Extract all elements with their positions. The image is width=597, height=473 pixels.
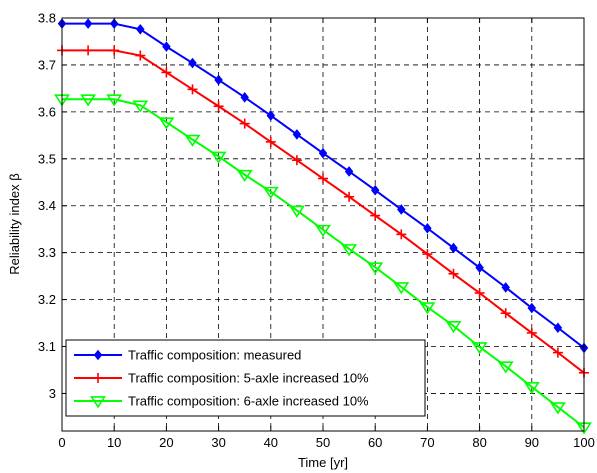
x-tick-label: 20 [159,435,173,450]
data-point [109,18,119,29]
x-tick-label: 40 [264,435,278,450]
data-point [475,262,484,273]
data-point [214,74,223,86]
legend: Traffic composition: measured Traffic com… [65,339,426,417]
data-point [367,262,384,275]
y-axis-label: Reliability index β [7,173,22,274]
y-tick-label: 3.7 [38,57,56,72]
data-point [423,222,432,234]
data-point [344,166,354,177]
data-point [187,84,198,95]
legend-label: Traffic composition: 6-axle increased 10… [128,394,369,409]
data-point [266,110,276,121]
data-point [106,94,123,107]
data-point [393,282,410,295]
data-point [422,249,433,260]
y-tick-label: 3.8 [38,11,56,26]
data-point [449,242,458,254]
data-point [132,100,149,113]
data-point [553,322,563,334]
data-point [239,118,250,129]
legend-label: Traffic composition: measured [128,348,301,363]
data-point [445,321,462,334]
data-point [497,361,514,374]
y-tick-label: 3.5 [38,151,56,166]
x-tick-label: 0 [58,435,65,450]
data-point [549,402,566,415]
data-point [136,23,145,35]
data-point [344,191,355,202]
data-point [370,184,380,196]
x-tick-label: 30 [211,435,225,450]
legend-label: Traffic composition: 5-axle increased 10… [128,371,369,386]
data-point [93,349,103,361]
data-point [83,18,93,29]
y-tick-label: 3.3 [38,245,56,260]
data-point [527,302,537,314]
data-point [288,205,305,218]
data-point [370,210,381,221]
data-point [135,50,146,61]
data-point [158,117,175,130]
data-point [397,204,406,215]
data-point [318,173,328,184]
data-point [262,186,279,199]
series-line [62,98,585,429]
data-point [109,45,120,56]
data-point [500,308,511,319]
y-tick-label: 3.4 [38,198,56,213]
x-tick-label: 90 [525,435,539,450]
y-tick-label: 3 [49,386,56,401]
data-point [184,134,201,147]
data-point [523,382,540,395]
data-point [315,224,331,237]
data-point [162,41,171,52]
data-point [474,288,485,299]
data-point [93,373,103,383]
data-point [448,268,459,279]
x-tick-label: 100 [573,435,595,450]
data-point [210,151,227,164]
data-point [341,244,358,257]
y-tick-label: 3.6 [38,104,56,119]
data-point [552,347,563,358]
data-point [213,101,224,112]
data-point [292,129,302,140]
data-point [83,45,94,56]
y-tick-label: 3.1 [38,339,56,354]
x-tick-label: 60 [368,435,382,450]
ticks: 0 10 20 30 40 50 60 70 80 90 100 3 3.1 3.2 3.3 3.4 3.5 3.… [38,11,595,451]
data-point [236,169,253,183]
data-point [318,147,328,159]
y-tick-label: 3.2 [38,292,56,307]
x-axis-label: Time [yr] [298,455,348,470]
data-point [161,67,172,78]
data-point [240,92,249,103]
data-point [90,396,106,409]
data-point [80,94,97,107]
data-point [265,136,276,147]
x-tick-label: 70 [420,435,434,450]
x-tick-label: 50 [316,435,330,450]
data-point [526,327,537,338]
data-point [501,282,510,293]
data-point [188,57,197,69]
legend-box [65,339,426,417]
data-point [396,229,407,240]
data-point [419,302,436,315]
data-point [291,155,302,166]
x-tick-label: 10 [107,435,121,450]
series-group [54,94,592,435]
data-point [471,342,488,355]
x-tick-label: 80 [472,435,486,450]
